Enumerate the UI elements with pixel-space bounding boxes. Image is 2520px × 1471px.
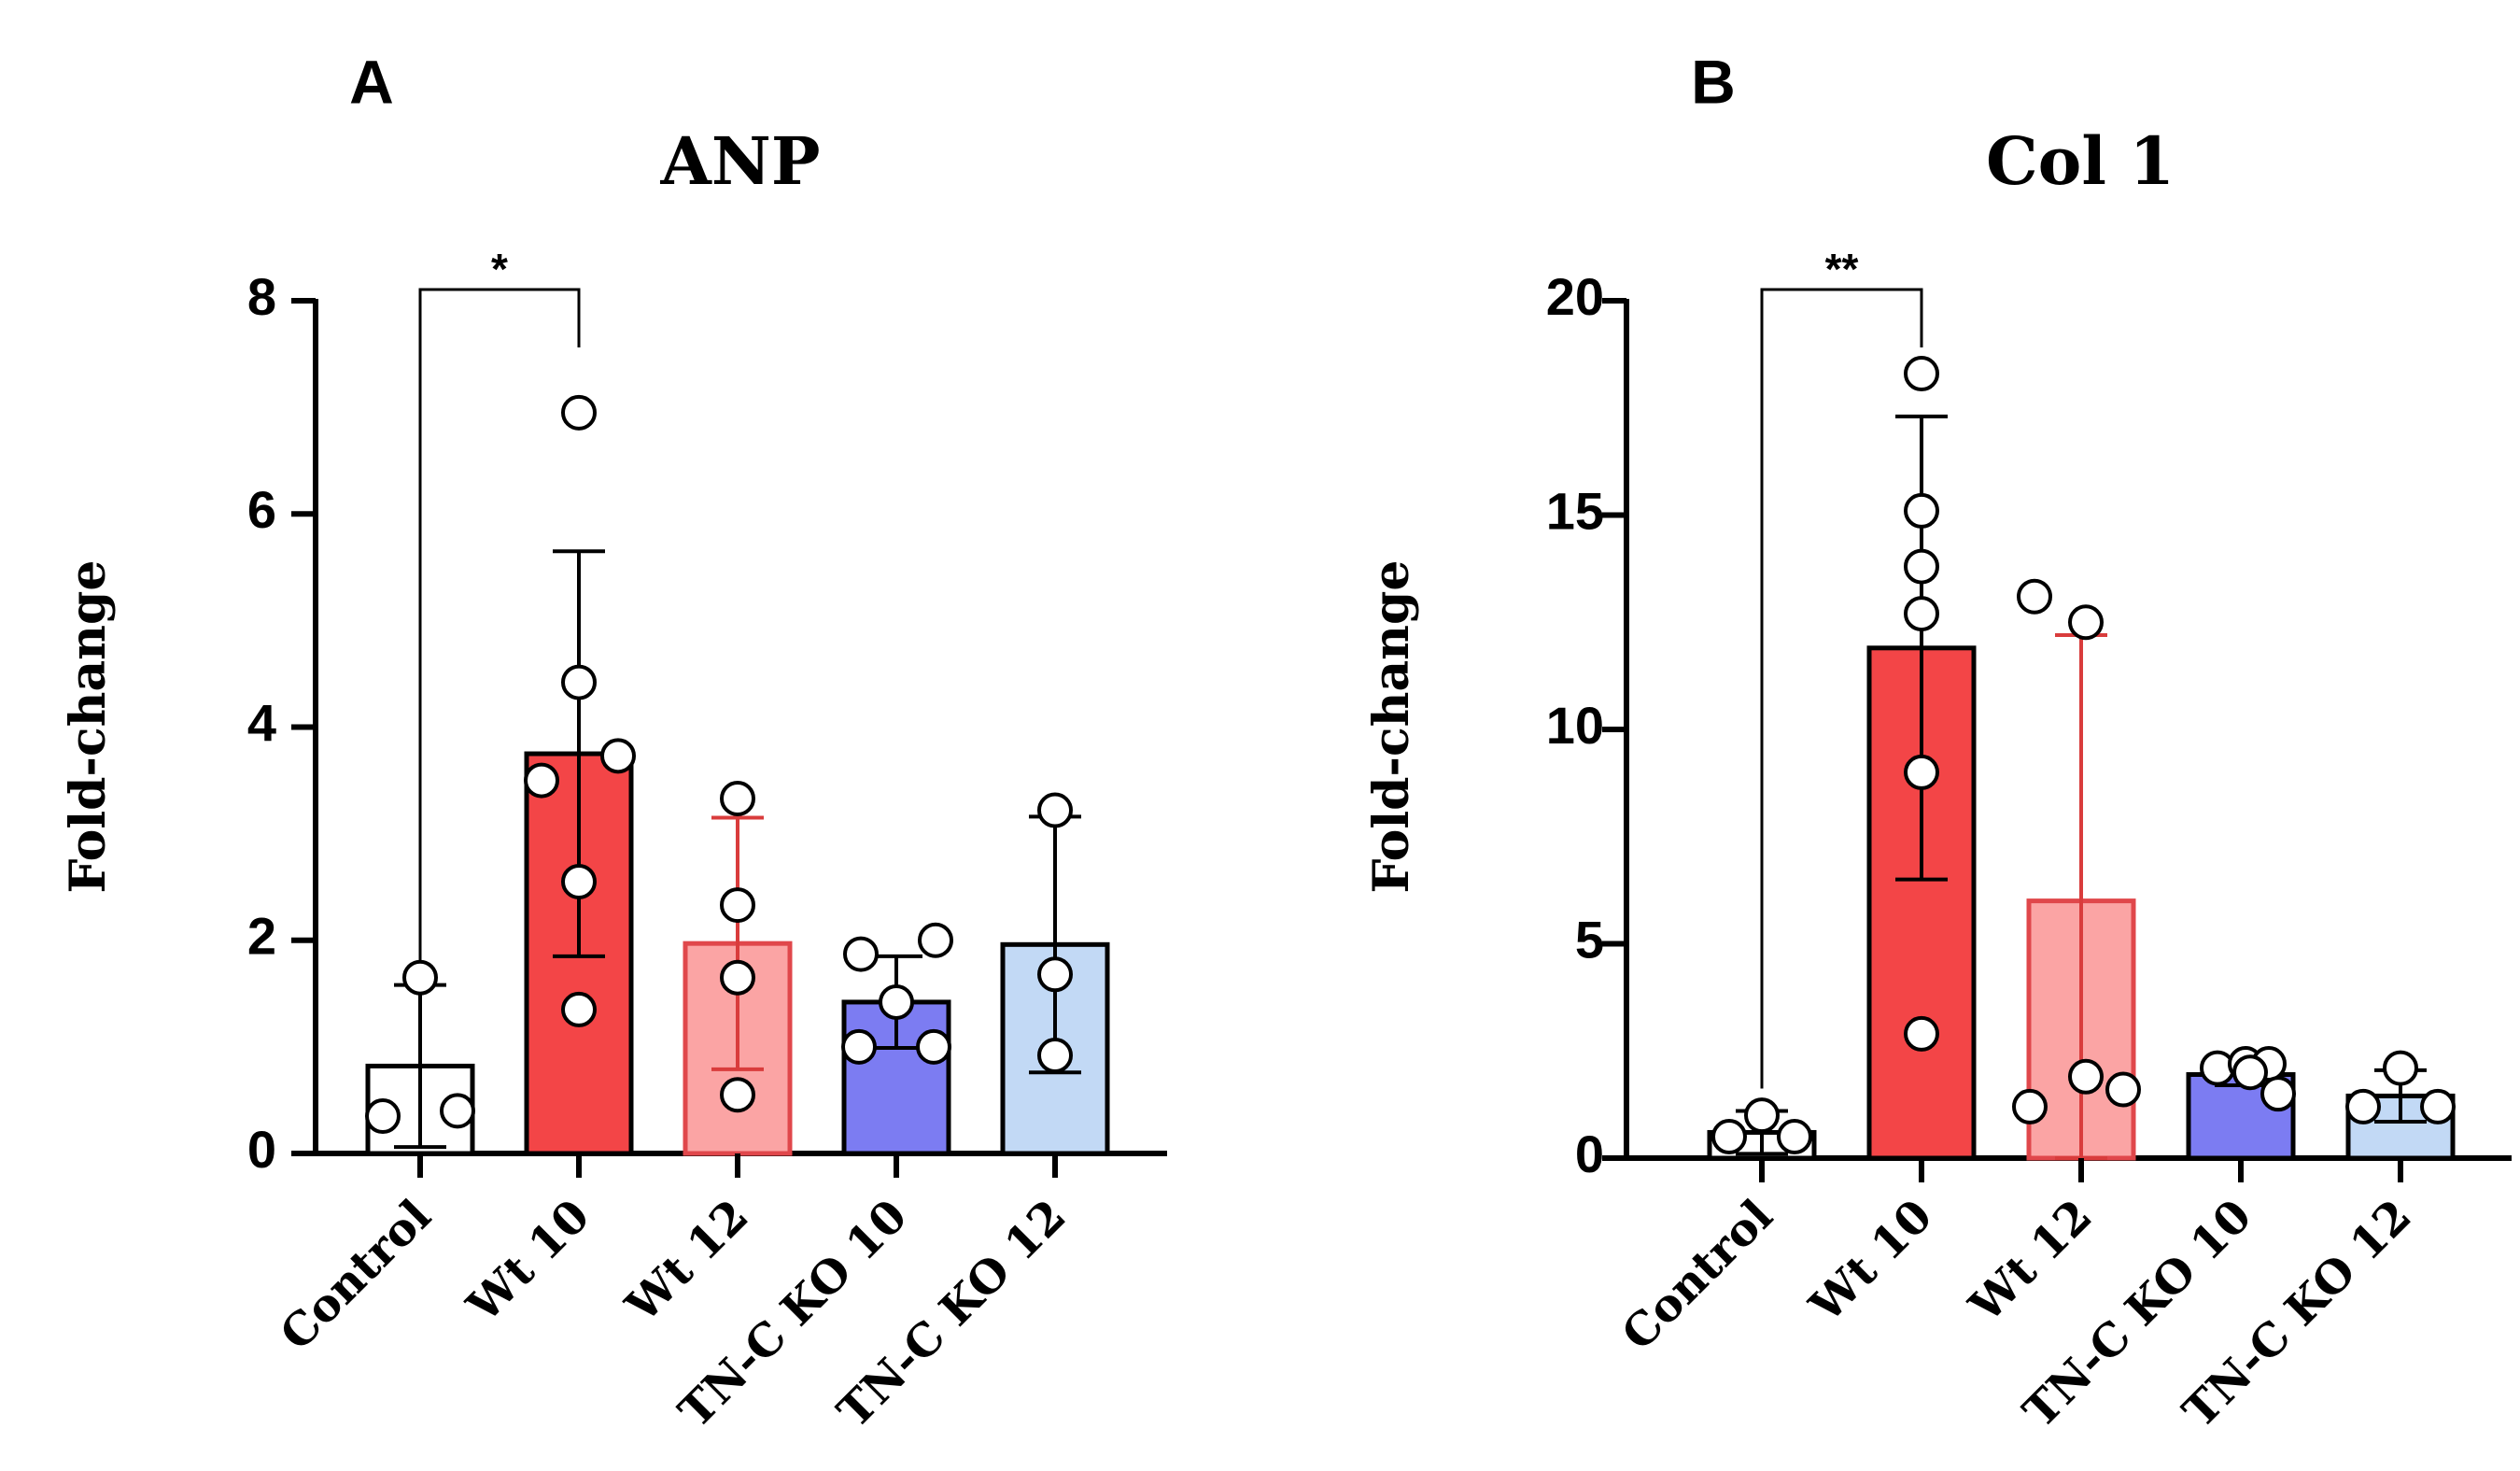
data-point	[1037, 1038, 1073, 1074]
data-point	[916, 1028, 951, 1065]
data-point	[2017, 578, 2052, 615]
data-point	[1904, 1015, 1939, 1052]
y-tick-label: 8	[247, 267, 276, 326]
data-point	[720, 780, 755, 816]
data-point	[2232, 1054, 2268, 1091]
x-tick-label: Wt 10	[457, 1190, 599, 1333]
significance-label: **	[1825, 245, 1859, 293]
y-tick-label: 4	[247, 693, 276, 752]
y-tick-label: 6	[247, 480, 276, 539]
y-axis-label: Fold-change	[60, 560, 117, 894]
data-point	[843, 936, 879, 972]
data-point	[879, 983, 914, 1020]
x-tick-label: Control	[1612, 1190, 1782, 1361]
data-point	[440, 1093, 475, 1129]
data-point	[1904, 356, 1939, 392]
data-point	[1904, 492, 1939, 529]
data-point	[918, 922, 953, 958]
y-tick-label: 0	[247, 1120, 276, 1179]
y-tick-label: 5	[1575, 910, 1604, 969]
data-point	[1904, 548, 1939, 585]
data-point	[561, 991, 597, 1027]
y-tick-label: 10	[1546, 696, 1604, 755]
data-point	[1904, 754, 1939, 790]
panel-letter: B	[1691, 47, 1736, 116]
data-point	[2345, 1088, 2381, 1124]
data-point	[2260, 1076, 2296, 1112]
y-tick-label: 2	[247, 907, 276, 966]
chart-title: ANP	[660, 122, 821, 200]
x-tick-label: Wt 12	[615, 1190, 758, 1333]
significance-bracket	[1760, 288, 1923, 1089]
data-point	[561, 394, 597, 431]
data-point	[720, 959, 755, 996]
data-point	[1037, 956, 1073, 993]
data-point	[2420, 1088, 2456, 1124]
y-tick-label: 0	[1575, 1124, 1604, 1183]
data-point	[1744, 1097, 1780, 1134]
data-point	[2012, 1088, 2048, 1124]
data-point	[524, 762, 559, 799]
panel-letter: A	[349, 47, 394, 116]
chart-title: Col 1	[1986, 122, 2175, 200]
x-tick-label: Wt 12	[1959, 1190, 2102, 1333]
significance-label: *	[491, 245, 508, 293]
data-point	[1904, 596, 1939, 632]
data-point	[402, 959, 438, 996]
data-point	[600, 738, 636, 774]
data-point	[841, 1028, 877, 1065]
data-point	[720, 1077, 755, 1113]
data-point	[1777, 1119, 1812, 1155]
y-tick-label: 15	[1546, 481, 1604, 540]
panel-b: B Col 1 Fold-change 0 5 10 15 20 Control Wt 10 Wt …	[1363, 47, 2512, 1438]
data-point	[561, 863, 597, 899]
y-tick-label: 20	[1546, 267, 1604, 326]
data-point	[1037, 792, 1073, 828]
data-point	[2068, 1058, 2104, 1095]
data-point	[365, 1098, 401, 1135]
data-point	[561, 664, 597, 700]
data-point	[2068, 604, 2104, 641]
data-point	[2383, 1050, 2418, 1086]
data-point	[720, 887, 755, 924]
data-point	[1711, 1119, 1747, 1155]
y-axis-label: Fold-change	[1363, 560, 1420, 894]
x-tick-label: Control	[270, 1190, 441, 1361]
data-point	[2105, 1071, 2141, 1108]
x-tick-label: Wt 10	[1799, 1190, 1942, 1333]
significance-bracket	[418, 288, 581, 963]
